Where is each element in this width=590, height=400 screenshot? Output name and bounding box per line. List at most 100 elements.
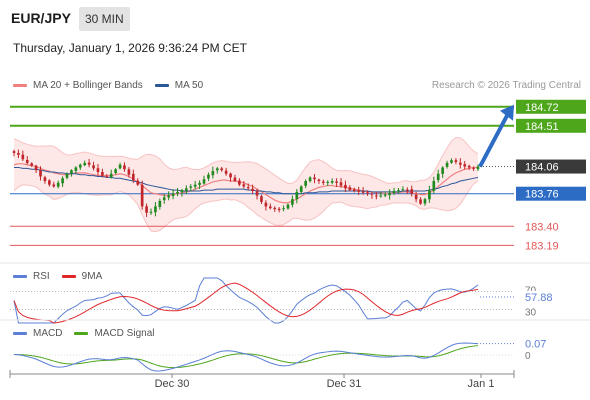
candle-body xyxy=(242,184,246,187)
candle-body xyxy=(87,162,91,165)
level-box-0 xyxy=(516,99,586,114)
projection-arrow-shaft xyxy=(478,112,510,168)
projection-arrow xyxy=(478,104,514,168)
candle-body xyxy=(476,166,480,170)
rsi-ma9-legend-label: 9MA xyxy=(81,271,103,282)
candle-body xyxy=(96,168,100,172)
candle-body xyxy=(118,164,122,169)
ma20-legend-label: MA 20 + Bollinger Bands xyxy=(33,80,143,91)
candle-body xyxy=(21,154,25,160)
rsi-last-bg xyxy=(522,290,556,303)
candle-body xyxy=(167,195,170,198)
candle-body xyxy=(255,191,259,196)
candle-body xyxy=(313,177,316,180)
candle-body xyxy=(65,173,69,178)
rsi-last-label: 57.88 xyxy=(525,292,553,304)
main-legend: MA 20 + Bollinger Bands MA 50 xyxy=(13,80,203,91)
candle-body xyxy=(401,189,405,191)
candle-body xyxy=(39,170,42,177)
candle-body xyxy=(207,174,210,179)
candle-body xyxy=(295,191,299,200)
candle-body xyxy=(423,199,427,204)
bollinger-bands xyxy=(13,136,479,233)
candle-body xyxy=(344,184,347,189)
candle-body xyxy=(185,188,188,191)
macd-axis-zero: 0 xyxy=(525,351,531,362)
macd-signal-line xyxy=(13,345,479,369)
candle-body xyxy=(330,181,334,183)
projection-arrow-head xyxy=(500,104,514,121)
ma20-line xyxy=(13,163,478,204)
current-price-label: 184.06 xyxy=(525,162,559,174)
candle-body xyxy=(17,152,20,155)
candle-body xyxy=(92,165,95,169)
ma20-swatch xyxy=(13,84,27,87)
time-tick-label-2: Jan 1 xyxy=(468,378,495,390)
candle-body xyxy=(361,191,365,193)
candle-body xyxy=(304,181,307,186)
candle-body xyxy=(114,169,117,173)
ma50-line xyxy=(14,166,479,195)
candle-body xyxy=(458,162,462,165)
rsi-legend: RSI 9MA xyxy=(13,271,102,282)
timeframe-badge[interactable]: 30 MIN xyxy=(79,7,130,31)
candle-body xyxy=(432,181,436,191)
candles xyxy=(12,149,480,217)
macd-panel: 00.07 xyxy=(10,337,552,372)
candle-body xyxy=(101,171,104,176)
candle-body xyxy=(268,206,272,209)
candle-body xyxy=(109,173,113,178)
candle-body xyxy=(291,199,294,205)
candle-body xyxy=(189,186,193,188)
candle-body xyxy=(238,180,241,185)
time-tick-label-0: Dec 30 xyxy=(155,378,190,390)
rsi-axis-30: 30 xyxy=(525,308,537,319)
candle-body xyxy=(12,151,16,153)
level-label-1: 184.51 xyxy=(525,121,559,133)
macd-legend: MACD MACD Signal xyxy=(13,328,154,339)
credit-label: Research © 2026 Trading Central xyxy=(431,80,581,91)
candle-body xyxy=(277,208,281,211)
candle-body xyxy=(154,206,157,213)
rsi-ma9-line xyxy=(13,282,479,324)
level-label-3: 183.40 xyxy=(525,221,559,233)
candle-body xyxy=(379,195,383,197)
rsi-legend-label: RSI xyxy=(33,271,50,282)
candle-body xyxy=(83,162,87,166)
candle-body xyxy=(286,204,290,209)
candle-body xyxy=(370,193,374,195)
candle-body xyxy=(445,162,449,167)
candle-body xyxy=(131,173,135,181)
candle-body xyxy=(105,176,109,178)
datetime-label: Thursday, January 1, 2026 9:36:24 PM CET xyxy=(13,41,247,55)
candle-body xyxy=(220,168,224,171)
candle-body xyxy=(326,181,330,183)
candle-body xyxy=(176,191,179,194)
candle-body xyxy=(375,195,378,197)
level-box-2 xyxy=(516,186,586,201)
candle-body xyxy=(149,211,153,213)
price-levels: 184.72 184.51 183.76 183.40 183.19 184.06 xyxy=(10,99,586,252)
candle-body xyxy=(224,170,228,174)
candle-body xyxy=(136,180,140,185)
candle-body xyxy=(282,208,285,210)
candle-body xyxy=(246,187,250,189)
candle-body xyxy=(198,182,201,185)
ma50-swatch xyxy=(154,84,169,87)
candle-body xyxy=(436,173,440,181)
candle-body xyxy=(48,180,51,185)
candle-body xyxy=(472,167,475,169)
level-label-4: 183.19 xyxy=(525,240,559,252)
macd-line xyxy=(13,342,479,372)
candle-body xyxy=(74,167,78,171)
candle-body xyxy=(127,169,131,175)
symbol-title: EUR/JPY xyxy=(11,10,71,26)
rsi-ma9-swatch xyxy=(61,275,76,278)
candle-body xyxy=(260,196,263,202)
rsi-line xyxy=(13,277,479,324)
candle-body xyxy=(299,186,303,193)
candle-body xyxy=(34,165,38,171)
candle-body xyxy=(366,192,369,194)
ma50-legend-label: MA 50 xyxy=(174,80,204,91)
